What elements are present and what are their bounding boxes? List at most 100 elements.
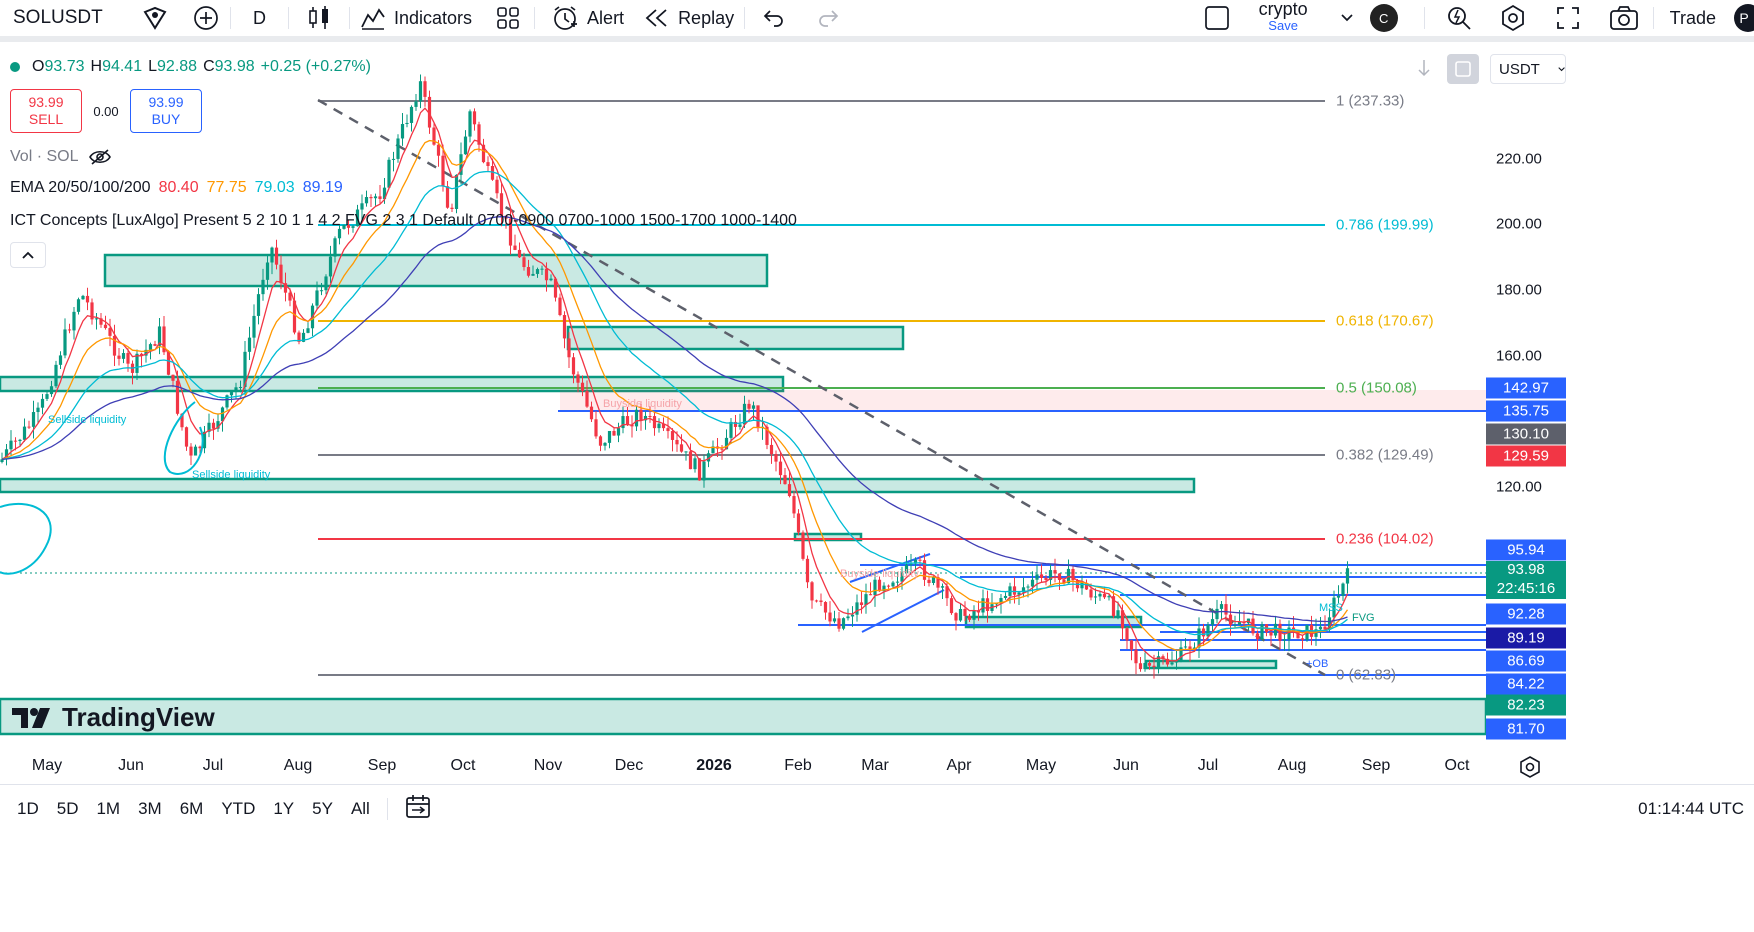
indicators-icon (361, 8, 385, 30)
candle-body (684, 451, 688, 453)
range-button-5d[interactable]: 5D (56, 798, 79, 818)
candle-body (648, 415, 652, 417)
buyside-liquidity-note: Buyside liquidity (840, 568, 919, 580)
candle-body (495, 179, 499, 194)
candle-body (711, 446, 715, 454)
utc-clock[interactable]: 01:14:44 UTC (1638, 799, 1744, 818)
candle-body (162, 326, 166, 353)
eye-hidden-icon[interactable] (88, 148, 112, 166)
range-button-3m[interactable]: 3M (138, 798, 162, 818)
trade-label: Trade (1669, 7, 1716, 28)
candle-body (639, 409, 643, 421)
symbol-menu-icon[interactable] (128, 0, 182, 36)
sell-button[interactable]: 93.99 SELL (10, 89, 82, 133)
candle-body (598, 436, 603, 446)
ema-legend[interactable]: EMA 20/50/100/200 80.40 77.75 79.03 89.1… (10, 179, 343, 197)
range-button-all[interactable]: All (350, 798, 370, 818)
candle-body (274, 247, 279, 265)
currency-select[interactable]: USDT (1490, 54, 1566, 84)
interval-button[interactable]: D (231, 0, 288, 36)
fib-level-label: 0 (62.83) (1336, 666, 1397, 684)
candle-body (1201, 628, 1206, 637)
ema-line (1, 139, 1349, 651)
range-button-ytd[interactable]: YTD (221, 798, 256, 818)
collapse-legend-button[interactable] (10, 242, 46, 268)
redo-icon[interactable] (801, 0, 857, 36)
indicators-button[interactable]: Indicators (350, 0, 482, 36)
symbol-search[interactable]: SOLUSDT (0, 0, 128, 36)
rewind-icon (645, 9, 667, 27)
candle-body (819, 600, 823, 603)
candle-body (967, 615, 972, 620)
chevron-down-icon[interactable] (1318, 0, 1362, 36)
time-tick-label: Nov (533, 757, 563, 774)
layout-square-icon[interactable] (1185, 0, 1249, 36)
candle-body (22, 426, 27, 440)
layout-save-button[interactable]: crypto Save (1249, 0, 1318, 36)
range-button-6m[interactable]: 6M (179, 798, 204, 818)
open-label: O93.73 (32, 58, 85, 75)
candle-body (328, 256, 333, 277)
fullscreen-icon[interactable] (1541, 0, 1595, 36)
candle-body (391, 158, 396, 160)
time-axis[interactable]: May Jun Jul Aug Sep Oct Nov Dec 2026 Feb Mar Apr May… (0, 749, 1754, 783)
profile-button[interactable]: P (1734, 4, 1754, 32)
date-range-calendar-icon[interactable] (396, 792, 440, 825)
volume-label: Vol · SOL (10, 148, 79, 165)
ict-concepts-legend[interactable]: ICT Concepts [LuxAlgo] Present 5 2 10 1 … (10, 212, 797, 229)
range-button-5y[interactable]: 5Y (312, 798, 333, 818)
alert-button[interactable]: Alert (535, 0, 634, 36)
compare-add-icon[interactable] (182, 0, 230, 36)
buy-button[interactable]: 93.99 BUY (130, 89, 202, 133)
auto-scale-icon[interactable] (1447, 54, 1479, 84)
candle-body (526, 267, 531, 276)
candle-body (288, 292, 292, 301)
candle-body (931, 577, 936, 583)
chart-type-candles-icon[interactable] (289, 0, 349, 36)
quick-search-icon[interactable] (1425, 0, 1485, 36)
order-block-zone (566, 325, 905, 351)
candle-body (1341, 583, 1345, 596)
camera-snapshot-icon[interactable] (1595, 0, 1653, 36)
templates-grid-icon[interactable] (482, 0, 534, 36)
replay-button[interactable]: Replay (634, 0, 744, 36)
trade-button[interactable]: Trade (1654, 0, 1754, 36)
range-button-1d[interactable]: 1D (17, 798, 39, 818)
arrow-down-icon[interactable] (1416, 58, 1432, 83)
candle-body (139, 353, 144, 356)
trend-line (317, 98, 1326, 677)
volume-legend[interactable]: Vol · SOL (10, 148, 112, 166)
sell-price: 93.99 (28, 94, 64, 111)
fib-level-label: 0.5 (150.08) (1336, 379, 1417, 397)
candle-body (81, 295, 85, 300)
candle-body (769, 444, 774, 455)
candle-body (414, 101, 418, 107)
settings-gear-icon[interactable] (1485, 0, 1541, 36)
candle-body (864, 594, 868, 606)
undo-icon[interactable] (745, 0, 801, 36)
order-block-zone (964, 615, 1143, 629)
tradingview-logo: TradingView (12, 702, 215, 733)
avatar-letter: C (1369, 4, 1398, 32)
price-tick-label: 180.00 (1496, 281, 1542, 299)
range-button-1y[interactable]: 1Y (273, 798, 295, 818)
profile-letter: P (1739, 10, 1749, 26)
price-scale[interactable]: USDT 220.00 200.00 180.00 160.00 120.00 142.9… (1418, 42, 1754, 784)
price-tick-label: 120.00 (1496, 478, 1542, 496)
close-label: C93.98 (203, 58, 255, 75)
candle-body (963, 608, 967, 616)
candle-body (103, 324, 108, 329)
candle-body (490, 166, 495, 180)
account-avatar[interactable]: C (1362, 0, 1424, 36)
candle-body (1003, 595, 1008, 599)
range-button-1m[interactable]: 1M (96, 798, 121, 818)
axis-settings-icon[interactable] (1518, 755, 1542, 784)
candle-body (144, 349, 148, 356)
tradingview-logo-icon (12, 707, 50, 728)
candle-body (832, 618, 837, 622)
chart-pane[interactable]: 1 (237.33) 0.786 (199.99) 0.618 (170.67) 0.… (0, 42, 1754, 784)
candle-body (243, 351, 247, 387)
price-chart[interactable] (0, 42, 1486, 784)
candle-body (765, 426, 769, 445)
time-tick-label: Jun (1113, 757, 1139, 774)
